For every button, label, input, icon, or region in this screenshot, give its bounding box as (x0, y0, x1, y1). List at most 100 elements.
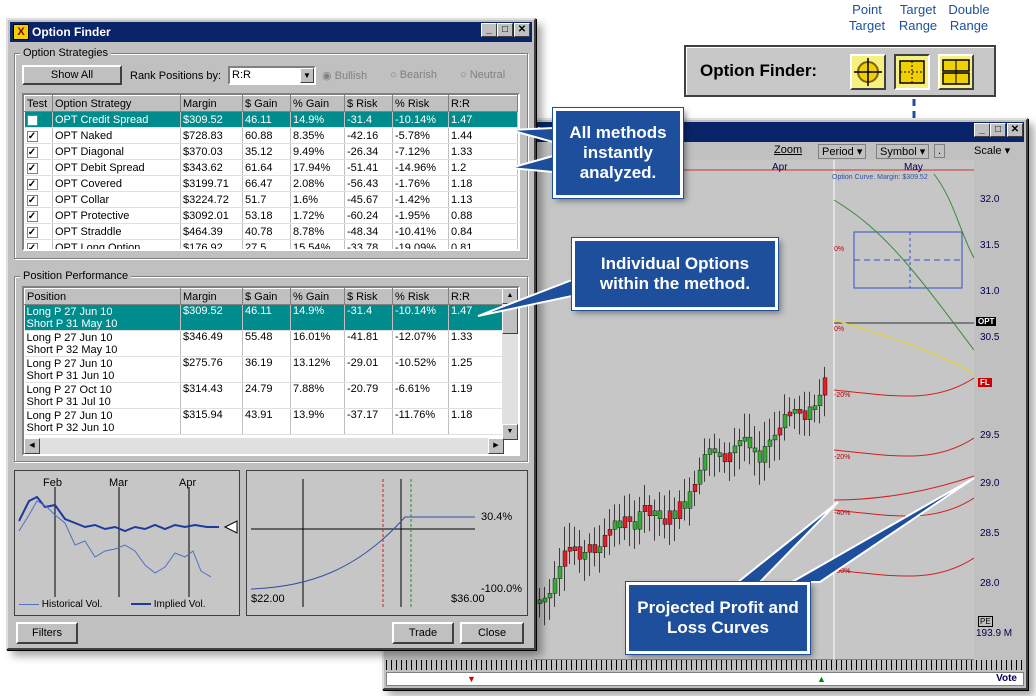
filters-button[interactable]: Filters (16, 622, 78, 644)
position-long-leg: Long P 27 Jun 10 (26, 357, 113, 370)
position-col-header[interactable]: $ Gain (242, 288, 291, 305)
strategy-cell: $464.39 (180, 223, 243, 240)
dialog-close-button[interactable]: ✕ (514, 23, 530, 37)
zoom-menu[interactable]: Zoom (774, 144, 803, 156)
test-checkbox[interactable]: ✓ (26, 210, 38, 222)
chart-close-button[interactable]: ✕ (1007, 123, 1023, 137)
strategy-cell: $3092.01 (180, 207, 243, 224)
profit-loss-chart-svg (250, 479, 475, 607)
test-checkbox[interactable]: ✓ (26, 226, 38, 238)
strategy-cell: -19.09% (392, 239, 449, 249)
position-col-header[interactable]: Position (24, 288, 181, 305)
position-row[interactable]: Long P 27 Jun 10 Short P 32 Jun 10 $315.94… (24, 408, 504, 435)
test-checkbox[interactable]: ✓ (26, 130, 38, 142)
strategy-row[interactable]: ✓ OPT Covered $3199.71 66.47 2.08% -56.43 -1.7… (24, 175, 518, 192)
volatility-chart: Feb Mar Apr Historical Vol. Implied Vol. (14, 470, 240, 616)
close-button[interactable]: Close (460, 622, 524, 644)
position-col-header[interactable]: Margin (180, 288, 243, 305)
position-hscrollbar[interactable]: ◀ ▶ (24, 438, 504, 454)
symbol-menu[interactable]: Symbol ▾ (876, 144, 930, 159)
strategy-cell: 14.9% (290, 111, 345, 128)
position-col-header[interactable]: % Gain (290, 288, 345, 305)
test-checkbox[interactable]: ✓ (26, 162, 38, 174)
rank-label: Rank Positions by: (130, 70, 222, 82)
double-range-button[interactable] (938, 54, 974, 90)
position-row[interactable]: Long P 27 Oct 10 Short P 31 Jul 10 $314.43… (24, 382, 504, 409)
position-col-header[interactable]: R:R (448, 288, 504, 305)
pl-label-top: 30.4% (481, 511, 513, 523)
strategy-row[interactable]: ✓ OPT Naked $728.83 60.88 8.35% -42.16 -5.78% 1… (24, 127, 518, 144)
strategy-cell: $309.52 (180, 111, 243, 128)
position-col-header[interactable]: $ Risk (344, 288, 393, 305)
position-group (14, 276, 528, 462)
strategy-col-header[interactable]: % Gain (290, 95, 345, 112)
position-row[interactable]: Long P 27 Jun 10 Short P 31 Jun 10 $275.76… (24, 356, 504, 383)
pl-label-left: $22.00 (251, 593, 285, 605)
scroll-left-button[interactable]: ◀ (24, 438, 40, 454)
radio-bullish[interactable]: ◉ Bullish (322, 70, 368, 82)
test-checkbox[interactable]: ✓ (26, 194, 38, 206)
show-all-button[interactable]: Show All (22, 65, 122, 85)
dialog-maximize-button[interactable]: □ (497, 23, 513, 37)
vol-month-apr: Apr (179, 477, 197, 489)
strategy-row[interactable]: ✓ OPT Credit Spread $309.52 46.11 14.9% -31.4… (24, 111, 518, 128)
position-row[interactable]: Long P 27 Jun 10 Short P 31 May 10 $309.52… (24, 304, 504, 331)
pl-curve-green-1 (933, 173, 975, 259)
position-cell: -12.07% (392, 330, 449, 357)
strategy-col-header[interactable]: Margin (180, 95, 243, 112)
rank-select[interactable]: R:R ▼ (228, 66, 316, 85)
strategy-col-header[interactable]: $ Risk (344, 95, 393, 112)
position-cell: 1.33 (448, 330, 504, 357)
position-col-header[interactable]: % Risk (392, 288, 449, 305)
fl-price-tag: FL (978, 378, 992, 387)
dot-menu[interactable]: . (934, 144, 946, 158)
strategy-row[interactable]: ✓ OPT Protective $3092.01 53.18 1.72% -60.24-… (24, 207, 518, 224)
vol-marker-icon (223, 520, 238, 534)
test-checkbox[interactable]: ✓ (26, 242, 38, 249)
position-cell: -31.4 (344, 304, 393, 331)
position-long-leg: Long P 27 Jun 10 (26, 305, 113, 318)
vol-month-feb: Feb (43, 477, 62, 489)
strategy-cell: 1.47 (448, 111, 518, 128)
legend-implied: Implied Vol. (131, 599, 205, 610)
position-cell: -29.01 (344, 356, 393, 383)
strategy-row[interactable]: ✓ OPT Diagonal $370.03 35.12 9.49% -26.34 -7.1… (24, 143, 518, 160)
scroll-down-button[interactable]: ▼ (502, 424, 518, 440)
test-checkbox[interactable]: ✓ (26, 114, 38, 126)
dialog-minimize-button[interactable]: _ (481, 23, 497, 37)
position-vscrollbar[interactable]: ▲ ▼ (502, 288, 518, 440)
chart-minimize-button[interactable]: _ (974, 123, 990, 137)
test-checkbox[interactable]: ✓ (26, 178, 38, 190)
callout-individual-options: Individual Options within the method. (572, 238, 778, 310)
candle-body (647, 505, 653, 516)
strategy-col-header[interactable]: $ Gain (242, 95, 291, 112)
candle-body (707, 448, 713, 455)
strategy-col-header[interactable]: Option Strategy (52, 95, 181, 112)
radio-neutral[interactable]: ○ Neutral (460, 69, 506, 81)
scroll-right-button[interactable]: ▶ (488, 438, 504, 454)
scale-menu[interactable]: Scale ▾ (974, 145, 1011, 157)
candle-body (762, 446, 768, 463)
position-row[interactable]: Long P 27 Jun 10 Short P 32 May 10 $346.49… (24, 330, 504, 357)
vote-marker-green: ▲ (817, 674, 826, 684)
trade-button[interactable]: Trade (392, 622, 454, 644)
strategy-row[interactable]: ✓ OPT Debit Spread $343.62 61.64 17.94% -51.4… (24, 159, 518, 176)
candle-body (642, 505, 648, 512)
radio-bearish[interactable]: ○ Bearish (390, 69, 437, 81)
strategy-cell: 1.2 (448, 159, 518, 176)
point-target-button[interactable] (850, 54, 886, 90)
pl-curve-yellow (833, 319, 975, 375)
strategy-row[interactable]: ✓ OPT Straddle $464.39 40.78 8.78% -48.34 -10.… (24, 223, 518, 240)
period-menu[interactable]: Period ▾ (818, 144, 867, 159)
strategy-col-header[interactable]: Test (24, 95, 53, 112)
target-range-button[interactable] (894, 54, 930, 90)
strategy-cell: 15.54% (290, 239, 345, 249)
test-checkbox[interactable]: ✓ (26, 146, 38, 158)
candle-body (592, 544, 598, 554)
strategy-row[interactable]: ✓ OPT Long Option $176.92 27.5 15.54% -33.78-… (24, 239, 518, 249)
toolbar-caption-target-range: Target Range (898, 2, 938, 33)
strategy-col-header[interactable]: R:R (448, 95, 518, 112)
chart-maximize-button[interactable]: □ (990, 123, 1006, 137)
strategy-row[interactable]: ✓ OPT Collar $3224.72 51.7 1.6% -45.67 -1.42% 1… (24, 191, 518, 208)
pct-label-3: -20% (834, 392, 851, 399)
